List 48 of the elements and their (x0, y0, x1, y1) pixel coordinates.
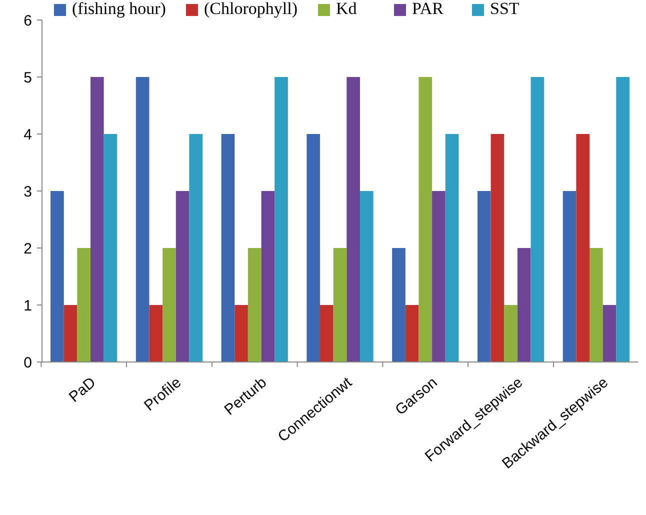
bar (517, 248, 531, 362)
bar (576, 134, 590, 362)
legend-label: (Chlorophyll) (204, 0, 298, 18)
x-tick-label: PaD (66, 374, 100, 406)
legend-label: (fishing hour) (72, 0, 166, 18)
bar (490, 134, 504, 362)
bar (432, 191, 446, 362)
bar (189, 134, 203, 362)
bar (360, 191, 374, 362)
bar (477, 191, 491, 362)
bar (274, 77, 288, 362)
bar (77, 248, 90, 362)
legend-label: PAR (412, 0, 444, 18)
bar (590, 248, 603, 362)
bar (392, 248, 406, 362)
bar (234, 305, 248, 362)
bar (530, 77, 544, 362)
y-tick-label: 3 (24, 183, 32, 200)
bar (248, 248, 262, 362)
y-tick-label: 0 (24, 354, 32, 372)
bar (261, 191, 275, 362)
y-tick-label: 6 (24, 12, 32, 30)
bar (445, 134, 459, 362)
bar (418, 77, 432, 362)
y-tick-label: 5 (24, 69, 32, 86)
bar (64, 305, 78, 362)
bar (405, 305, 419, 362)
legend-label: SST (490, 0, 520, 18)
bar (320, 305, 334, 362)
bar (90, 77, 104, 362)
bar (176, 191, 190, 362)
bar (333, 248, 347, 362)
bar (149, 305, 163, 362)
bar (504, 305, 518, 362)
bar (562, 191, 576, 362)
bar (221, 134, 235, 362)
bar (104, 134, 118, 362)
bar (50, 191, 64, 362)
y-tick-label: 1 (24, 297, 32, 314)
bar (306, 134, 320, 362)
y-tick-label: 4 (24, 126, 32, 144)
bar (602, 305, 616, 362)
bar (136, 77, 150, 362)
bar (616, 77, 630, 362)
legend-label: Kd (336, 0, 358, 18)
y-tick-label: 2 (24, 240, 32, 258)
bar (162, 248, 176, 362)
bar (346, 77, 360, 362)
